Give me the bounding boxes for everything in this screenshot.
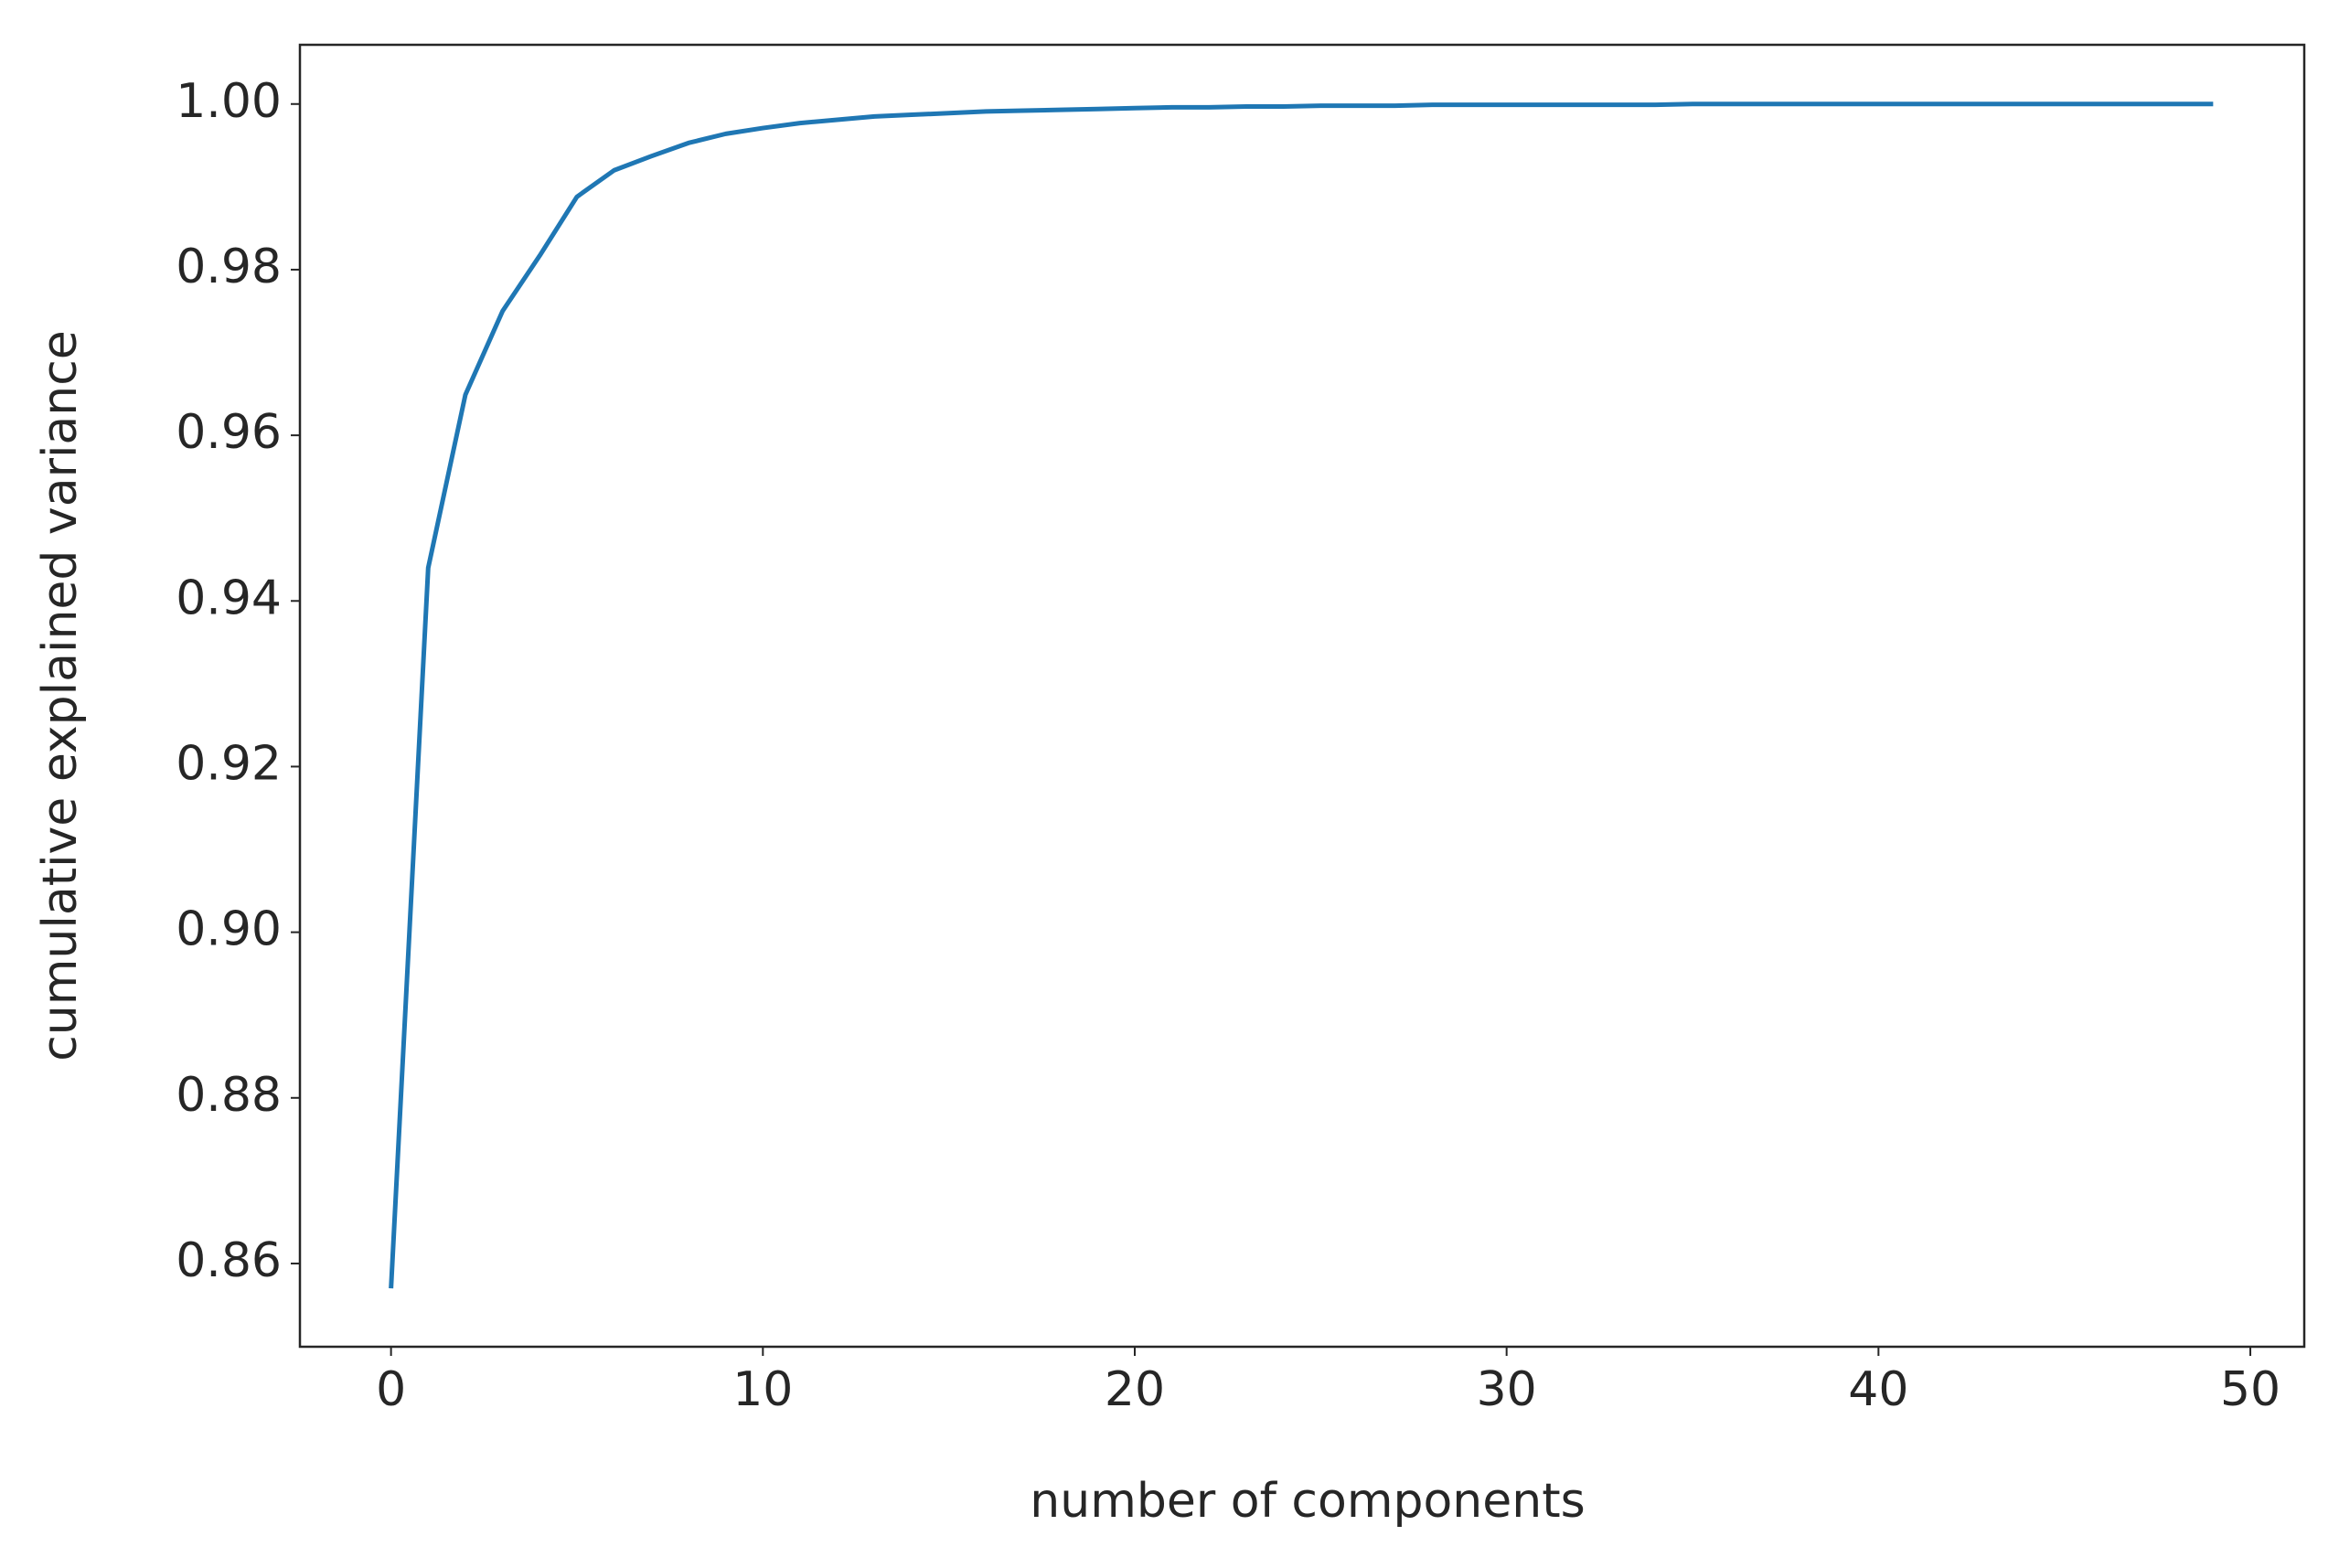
y-tick-label: 0.86 xyxy=(176,1233,282,1288)
y-tick-label: 0.98 xyxy=(176,240,282,294)
y-tick-label: 0.90 xyxy=(176,902,282,957)
y-tick-label: 1.00 xyxy=(176,74,282,129)
y-tick-label: 0.94 xyxy=(176,571,282,625)
x-axis-label: number of components xyxy=(1030,1474,1585,1529)
y-axis-label: cumulative explained variance xyxy=(33,330,88,1061)
y-tick-label: 0.92 xyxy=(176,736,282,791)
x-tick-label: 20 xyxy=(1105,1362,1165,1417)
x-tick-label: 0 xyxy=(376,1362,406,1417)
data-line xyxy=(389,101,2214,1289)
x-tick-label: 40 xyxy=(1848,1362,1908,1417)
x-tick-label: 50 xyxy=(2220,1362,2280,1417)
x-tick-label: 30 xyxy=(1477,1362,1537,1417)
plot-frame xyxy=(298,43,2306,1349)
y-tick-label: 0.88 xyxy=(176,1068,282,1123)
x-tick-label: 10 xyxy=(732,1362,793,1417)
y-tick-label: 0.96 xyxy=(176,405,282,460)
